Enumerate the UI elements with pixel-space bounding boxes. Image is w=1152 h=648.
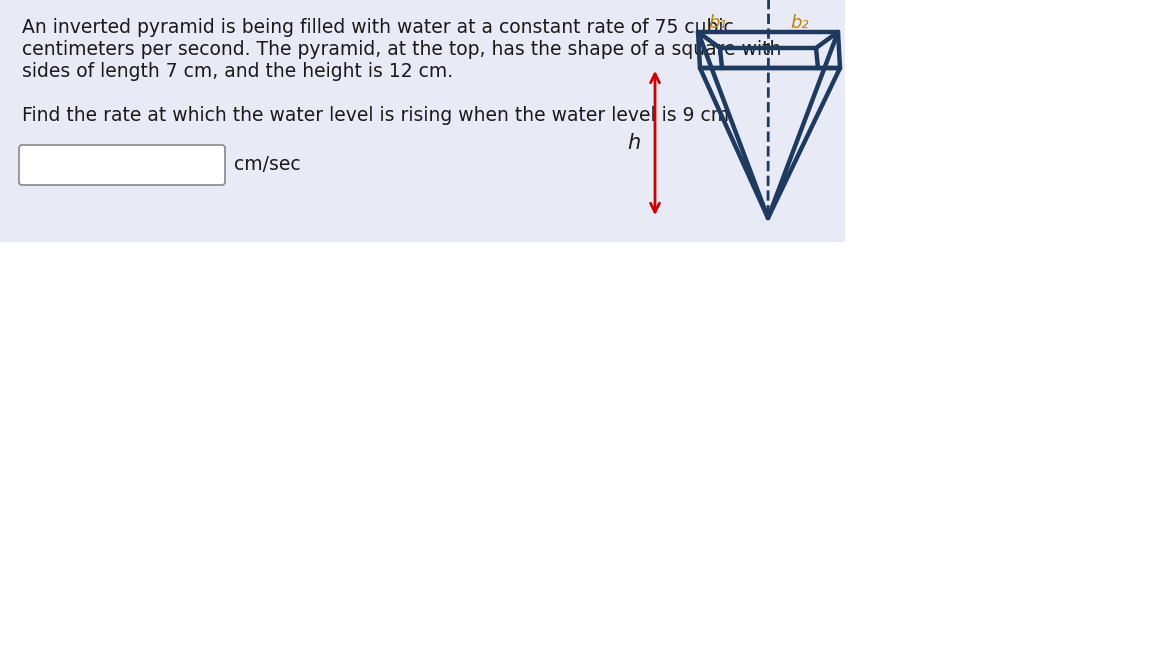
Text: sides of length 7 cm, and the height is 12 cm.: sides of length 7 cm, and the height is … bbox=[22, 62, 453, 81]
FancyBboxPatch shape bbox=[18, 145, 225, 185]
Text: centimeters per second. The pyramid, at the top, has the shape of a square with: centimeters per second. The pyramid, at … bbox=[22, 40, 781, 59]
Text: b₁: b₁ bbox=[708, 14, 727, 32]
Text: Find the rate at which the water level is rising when the water level is 9 cm.: Find the rate at which the water level i… bbox=[22, 106, 735, 125]
Text: An inverted pyramid is being filled with water at a constant rate of 75 cubic: An inverted pyramid is being filled with… bbox=[22, 18, 734, 37]
Text: cm/sec: cm/sec bbox=[234, 156, 301, 174]
FancyBboxPatch shape bbox=[0, 0, 846, 242]
Text: h: h bbox=[628, 133, 641, 153]
Text: b₂: b₂ bbox=[790, 14, 810, 32]
